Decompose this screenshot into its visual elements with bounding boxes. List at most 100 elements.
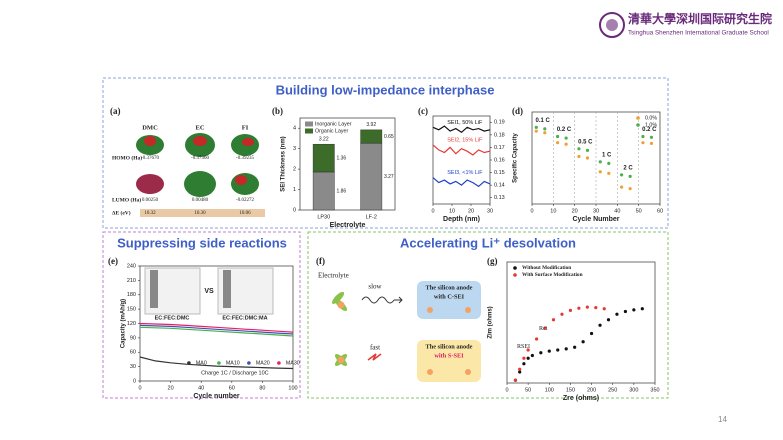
arrow — [394, 296, 403, 304]
panel-label: (d) — [512, 106, 523, 116]
data-point — [577, 154, 581, 159]
solvated-ion — [334, 353, 348, 367]
legend-label: Organic Layer — [315, 128, 349, 134]
legend-label: With Surface Modification — [522, 272, 583, 278]
x-tick-label: 10 — [449, 208, 455, 214]
rate-label: 0.2 C — [642, 127, 657, 133]
panel-label: (c) — [418, 106, 428, 116]
data-point — [628, 187, 632, 191]
y-axis-label: Capacity (mAh/g) — [121, 299, 127, 348]
ion — [427, 369, 433, 375]
y-tick-label: 240 — [127, 263, 136, 269]
bar-segment — [360, 142, 383, 211]
logo-emblem-core — [606, 19, 618, 31]
legend-marker — [247, 361, 251, 365]
section-title: Accelerating Li⁺ desolvation — [400, 235, 576, 250]
data-point — [623, 309, 628, 314]
legend-marker — [636, 116, 640, 120]
row-header: LUMO (Ha) — [112, 196, 141, 203]
data-point — [539, 351, 543, 355]
y-tick-label: 0 — [133, 378, 136, 384]
data-point — [547, 349, 551, 353]
cell: 0.00480 — [192, 198, 209, 203]
data-point — [543, 131, 547, 135]
data-point — [522, 362, 526, 366]
orbital — [136, 174, 164, 194]
data-point — [564, 136, 568, 140]
data-point — [585, 156, 590, 160]
row-header: ΔE (eV) — [112, 209, 131, 216]
delta-strip — [140, 209, 265, 217]
orbital — [235, 175, 247, 185]
y-tick-label: 0.15 — [494, 170, 505, 176]
section-box — [102, 77, 669, 229]
data-point — [598, 170, 602, 174]
rate-label: 0.1 C — [535, 118, 550, 124]
y-tick-label: 0.13 — [494, 195, 505, 201]
row-header: HOMO (Ha) — [112, 154, 142, 161]
data-point — [513, 378, 518, 382]
ion — [465, 307, 471, 313]
data-point — [615, 312, 619, 316]
column-header: FI — [242, 124, 249, 131]
x-tick-label: 0 — [138, 385, 141, 391]
cell: -0.37670 — [141, 156, 159, 161]
column-header: EC — [195, 124, 204, 131]
anode-text: with C-SEI — [434, 293, 465, 300]
anode-text: The silicon anode — [426, 343, 473, 350]
data-point — [585, 305, 589, 309]
data-point — [518, 370, 522, 374]
data-point — [598, 160, 602, 164]
data-point — [564, 347, 568, 351]
series-line — [139, 356, 294, 370]
series-line — [432, 125, 491, 134]
inset-caption: EC:FEC:DMC:MA — [222, 315, 267, 321]
anode-text: with S-SEI — [434, 352, 464, 359]
cell: 10.06 — [239, 211, 251, 216]
section-box — [307, 231, 669, 399]
data-point — [573, 345, 577, 349]
legend-marker — [277, 361, 281, 365]
y-tick-label: 150 — [127, 307, 136, 313]
x-tick-label: 50 — [525, 387, 531, 393]
y-axis-label: Specific Capacity — [513, 132, 519, 182]
bar-segment — [312, 171, 335, 211]
data-label: 0.65 — [384, 134, 394, 140]
legend-label: MA30 — [286, 360, 300, 366]
data-point — [526, 348, 530, 352]
data-point — [641, 134, 645, 139]
legend-label: Inorganic Layer — [315, 121, 352, 127]
cell: 10.30 — [194, 211, 206, 216]
data-point — [556, 134, 560, 139]
data-point — [640, 307, 644, 311]
data-point — [585, 148, 590, 152]
lightning — [367, 353, 382, 361]
x-tick-label: 250 — [608, 387, 617, 393]
data-point — [620, 185, 624, 189]
cell: -0.02272 — [236, 198, 254, 203]
y-tick-label: 3 — [293, 146, 296, 152]
y-tick-label: 30 — [130, 364, 136, 370]
x-tick-label: 60 — [657, 208, 663, 214]
x-tick-label: 40 — [198, 385, 204, 391]
x-axis-label: Zre (ohms) — [563, 395, 599, 402]
section-title: Suppressing side reactions — [117, 235, 287, 250]
data-point — [602, 307, 606, 311]
x-tick-label: 20 — [168, 385, 174, 391]
data-label: 1.86 — [336, 188, 346, 194]
orbital — [144, 136, 156, 146]
logo-cn: 清華大學深圳国际研究生院 — [628, 11, 772, 26]
x-tick-label: 0 — [530, 208, 533, 214]
ion — [465, 369, 471, 375]
data-point — [607, 171, 611, 175]
inset-caption: EC:FEC:DMC — [155, 315, 190, 321]
y-tick-label: 1 — [293, 187, 296, 193]
y-tick-label: 0.16 — [494, 157, 505, 163]
legend-label: MA10 — [226, 360, 240, 366]
page-number: 14 — [718, 415, 727, 424]
data-point — [620, 173, 624, 177]
series-line — [139, 324, 294, 335]
data-point — [535, 337, 539, 341]
rate-label: 1 C — [602, 152, 612, 158]
series-label: SEI3, <1% LiF — [447, 170, 483, 176]
